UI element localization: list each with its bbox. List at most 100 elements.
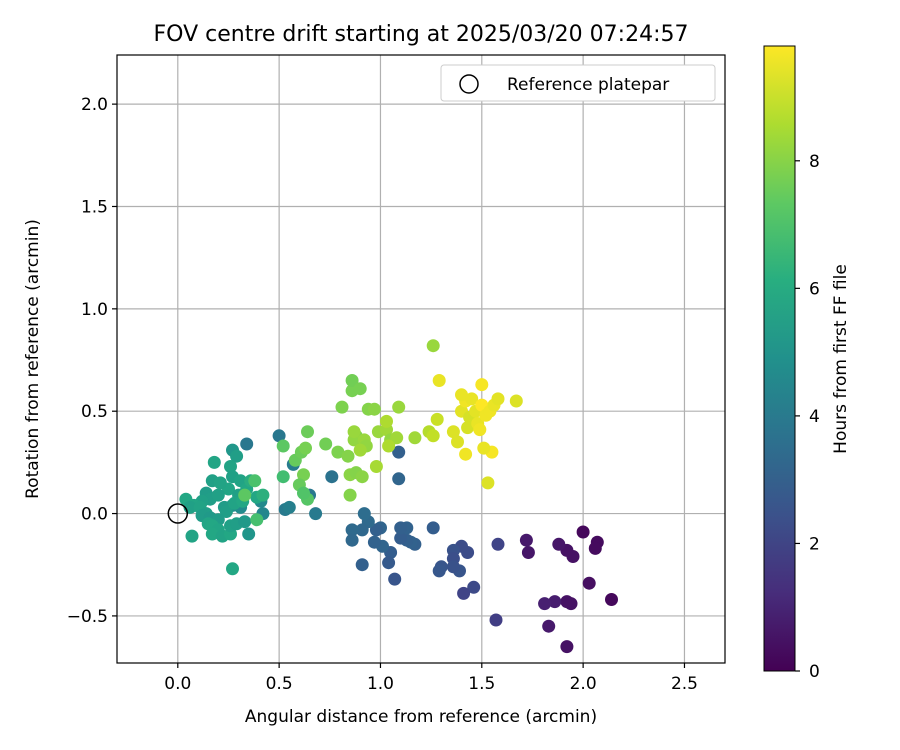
data-point xyxy=(426,521,440,535)
y-tick-label: 2.0 xyxy=(81,95,108,115)
data-point xyxy=(394,531,408,545)
data-point xyxy=(325,470,339,484)
colorbar-tick-label: 0 xyxy=(809,662,820,682)
data-point xyxy=(491,392,505,406)
y-axis-label: Rotation from reference (arcmin) xyxy=(23,219,43,499)
data-point xyxy=(347,425,361,439)
data-point xyxy=(380,414,393,428)
data-point xyxy=(394,521,408,535)
data-point xyxy=(582,576,596,590)
data-point xyxy=(367,535,381,549)
grid xyxy=(117,55,725,663)
data-point xyxy=(408,431,422,445)
data-point xyxy=(465,392,479,406)
chart-title: FOV centre drift starting at 2025/03/20 … xyxy=(154,22,689,47)
x-axis-ticks: 0.0 0.5 1.0 1.5 2.0 2.5 xyxy=(164,663,698,694)
data-point xyxy=(388,572,402,586)
x-tick-label: 1.5 xyxy=(468,674,495,694)
y-tick-label: 0.0 xyxy=(81,505,108,525)
data-point xyxy=(369,523,383,537)
data-point xyxy=(248,474,262,488)
y-tick-label: 1.5 xyxy=(81,197,108,217)
colorbar-tick-label: 2 xyxy=(809,534,820,554)
data-point xyxy=(357,507,371,521)
data-point xyxy=(509,394,523,408)
data-point xyxy=(276,470,290,484)
plot-area xyxy=(117,55,725,663)
data-point xyxy=(461,421,475,435)
data-point xyxy=(238,488,252,502)
data-point xyxy=(430,412,444,426)
data-point xyxy=(446,425,460,439)
reference-platepar-marker xyxy=(167,503,189,524)
data-point xyxy=(301,425,314,439)
data-points xyxy=(179,339,618,654)
data-point xyxy=(355,470,369,484)
data-point xyxy=(426,339,440,353)
data-point xyxy=(588,541,602,555)
data-point xyxy=(309,507,323,521)
data-point xyxy=(392,400,406,414)
x-tick-label: 2.0 xyxy=(570,674,597,694)
data-point xyxy=(392,472,406,486)
colorbar: 0 2 4 6 8 Hours from first FF file xyxy=(763,45,851,682)
data-point xyxy=(207,455,221,469)
data-point xyxy=(538,597,552,611)
data-point xyxy=(521,546,535,559)
data-point xyxy=(605,593,618,606)
data-point xyxy=(256,488,270,502)
data-point xyxy=(224,460,237,473)
data-point xyxy=(560,640,574,654)
data-point xyxy=(343,488,357,502)
data-point xyxy=(272,429,286,443)
data-point xyxy=(238,515,252,529)
data-point xyxy=(353,382,367,396)
data-point xyxy=(185,529,199,543)
data-point xyxy=(369,460,383,473)
y-tick-label: −0.5 xyxy=(67,607,108,627)
y-tick-label: 0.5 xyxy=(81,402,108,422)
colorbar-tick-label: 8 xyxy=(809,152,820,172)
data-point xyxy=(426,429,440,443)
legend-box xyxy=(440,64,716,102)
legend: Reference platepar xyxy=(440,64,716,102)
data-point xyxy=(219,505,233,518)
data-point xyxy=(432,374,446,387)
colorbar-tick-label: 4 xyxy=(809,407,820,427)
data-point xyxy=(250,513,264,527)
data-point xyxy=(459,447,473,461)
data-point xyxy=(576,525,590,539)
legend-label: Reference platepar xyxy=(507,75,669,95)
colorbar-ticks: 0 2 4 6 8 xyxy=(795,152,820,682)
data-point xyxy=(211,488,225,502)
data-point xyxy=(205,527,219,541)
data-point xyxy=(475,378,489,392)
x-tick-label: 0.0 xyxy=(164,674,191,694)
plot-frame xyxy=(116,54,726,664)
data-point xyxy=(345,374,359,387)
data-point xyxy=(213,476,227,490)
data-point xyxy=(455,388,468,402)
data-point xyxy=(242,527,256,541)
data-point xyxy=(390,431,404,445)
data-point xyxy=(345,533,359,547)
data-point xyxy=(345,523,359,537)
y-tick-label: 1.0 xyxy=(81,300,108,320)
data-point xyxy=(473,423,487,437)
data-point xyxy=(355,523,369,537)
data-point xyxy=(382,556,396,570)
reference-marker-group xyxy=(167,503,189,524)
data-point xyxy=(335,400,349,414)
data-point xyxy=(542,619,556,633)
data-point xyxy=(331,445,345,459)
data-point xyxy=(491,537,505,551)
data-point xyxy=(382,439,396,453)
data-point xyxy=(467,580,481,594)
x-tick-label: 0.5 xyxy=(266,674,293,694)
y-axis-ticks: −0.5 0.0 0.5 1.0 1.5 2.0 xyxy=(67,95,117,627)
data-point xyxy=(566,550,580,563)
data-point xyxy=(226,562,239,576)
data-point xyxy=(477,441,491,455)
colorbar-gradient xyxy=(763,45,796,672)
